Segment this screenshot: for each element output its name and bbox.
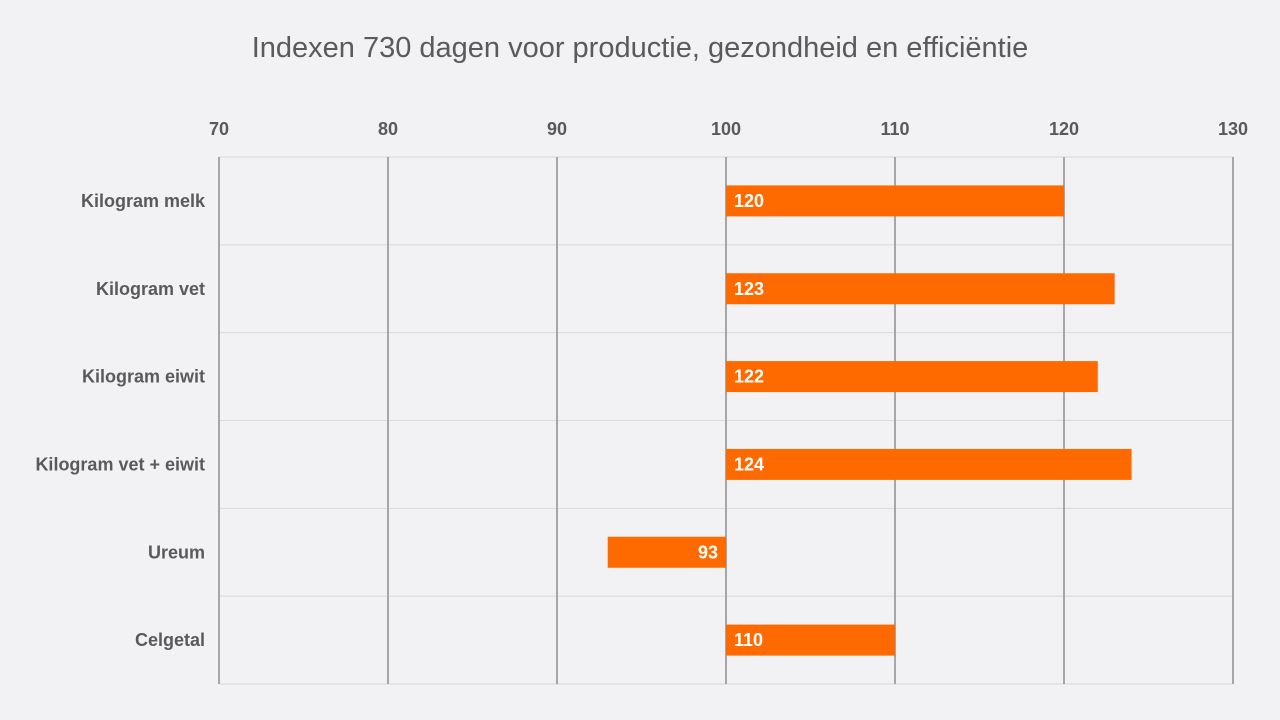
category-label: Kilogram eiwit: [82, 367, 205, 387]
data-label: 110: [734, 630, 763, 650]
bar: [726, 448, 1132, 480]
category-label: Celgetal: [135, 630, 205, 650]
category-label: Kilogram vet: [96, 279, 205, 299]
category-label: Ureum: [148, 542, 205, 562]
x-tick-label: 70: [209, 119, 229, 139]
data-label: 124: [734, 454, 764, 474]
category-label: Kilogram melk: [81, 191, 206, 211]
bar: [726, 273, 1115, 305]
x-tick-label: 120: [1049, 119, 1079, 139]
x-tick-label: 90: [547, 119, 567, 139]
chart-title: Indexen 730 dagen voor productie, gezond…: [251, 32, 1029, 64]
data-label: 120: [734, 191, 764, 211]
data-label: 122: [734, 367, 764, 387]
data-label: 93: [698, 542, 718, 562]
x-tick-label: 110: [880, 119, 909, 139]
x-tick-label: 130: [1218, 119, 1248, 139]
x-tick-label: 100: [711, 119, 741, 139]
data-label: 123: [734, 279, 764, 299]
x-tick-label: 80: [378, 119, 398, 139]
bar: [726, 185, 1064, 217]
bar: [726, 361, 1098, 393]
category-label: Kilogram vet + eiwit: [35, 454, 205, 474]
bar: [726, 624, 895, 656]
bar: [607, 536, 726, 568]
